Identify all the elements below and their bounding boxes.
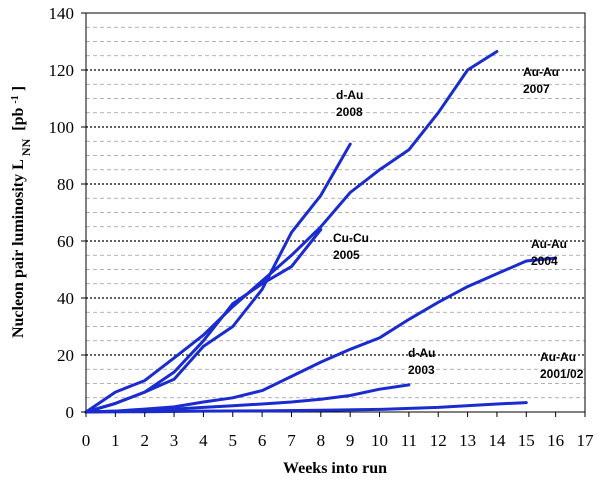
series-label: Au-Au 2004 <box>531 237 567 268</box>
x-tick-label: 10 <box>371 431 388 450</box>
x-tick-label: 17 <box>577 431 595 450</box>
series-line <box>84 50 499 414</box>
series-label: d-Au 2003 <box>408 346 435 377</box>
x-tick-label: 14 <box>488 431 506 450</box>
x-tick-label: 12 <box>430 431 447 450</box>
x-tick-label: 8 <box>317 431 326 450</box>
y-tick-label: 120 <box>49 61 75 80</box>
x-tick-label: 15 <box>518 431 535 450</box>
axes: 0 1 2 3 4 5 6 7 8 9 10 11 12 13 14 15 16 1702040608010012… <box>49 4 595 450</box>
x-tick-label: 11 <box>401 431 417 450</box>
x-tick-label: 3 <box>170 431 179 450</box>
x-tick-label: 0 <box>82 431 91 450</box>
y-tick-label: 60 <box>57 232 74 251</box>
y-tick-label: 100 <box>49 118 75 137</box>
x-tick-label: 2 <box>140 431 149 450</box>
y-axis-title: Nucleon pair luminosity L NN [pb -1 ] <box>10 86 34 338</box>
y-tick-label: 20 <box>57 346 74 365</box>
series-label: Cu-Cu 2005 <box>333 231 369 262</box>
series-line <box>84 256 558 414</box>
series-line <box>84 228 323 414</box>
series-line <box>84 383 411 414</box>
series-lines <box>84 50 558 414</box>
x-tick-label: 5 <box>229 431 238 450</box>
x-tick-label: 7 <box>287 431 296 450</box>
series-line <box>84 401 528 414</box>
y-axis-title-subscript: NN <box>19 138 33 156</box>
y-tick-label: 40 <box>57 289 74 308</box>
x-tick-label: 16 <box>547 431 564 450</box>
y-axis-title-unit: [pb <box>10 108 27 131</box>
plot-frame <box>85 12 586 413</box>
x-tick-label: 1 <box>111 431 120 450</box>
x-axis-title: Weeks into run <box>283 460 387 477</box>
x-tick-label: 13 <box>459 431 476 450</box>
x-tick-label: 4 <box>199 431 208 450</box>
y-tick-label: 0 <box>66 403 75 422</box>
y-tick-label: 80 <box>57 175 74 194</box>
y-tick-label: 140 <box>49 4 75 23</box>
series-label: Au-Au 2007 <box>523 65 559 96</box>
series-label: d-Au 2008 <box>336 88 363 119</box>
x-tick-label: 6 <box>258 431 267 450</box>
series-labels: Au-Au 2007 d-Au 2008 Cu-Cu 2005 Au-Au 2004 d-Au 2… <box>333 65 584 381</box>
gridlines <box>86 26 585 399</box>
y-axis-title-main: Nucleon pair luminosity L <box>10 160 27 338</box>
y-axis-title-unit-superscript: -1 <box>10 95 21 103</box>
x-tick-label: 9 <box>346 431 355 450</box>
y-axis-title-unit-end: ] <box>10 86 27 91</box>
series-label: Au-Au 2001/02 <box>540 350 584 381</box>
